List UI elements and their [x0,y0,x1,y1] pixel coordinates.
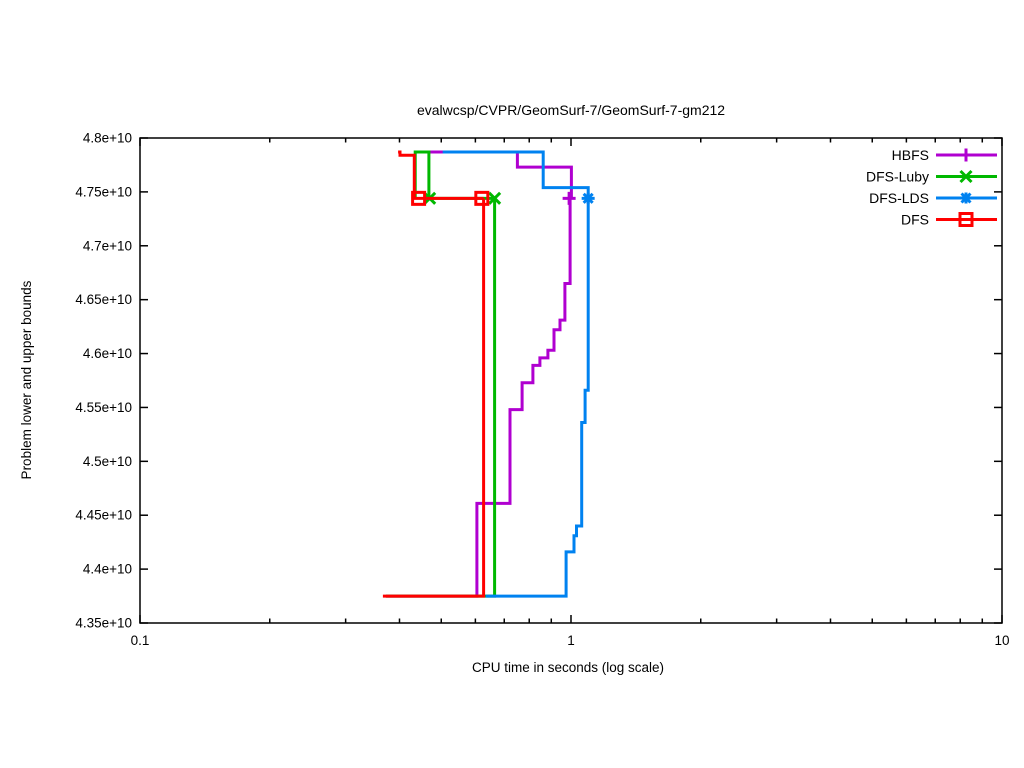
plus-marker [562,191,576,205]
star-marker [959,192,973,204]
chart-title: evalwcsp/CVPR/GeomSurf-7/GeomSurf-7-gm21… [417,102,725,118]
legend-label-DFS-LDS: DFS-LDS [869,190,929,206]
cross-marker [959,169,973,184]
y-tick-label: 4.45e+10 [75,508,132,523]
y-tick-label: 4.35e+10 [75,616,132,631]
square-marker [411,190,427,206]
square-marker [958,212,974,227]
star-marker [581,192,595,204]
legend-entry-DFS: DFS [901,212,997,228]
square-marker [474,190,490,206]
legend-entry-DFS-Luby: DFS-Luby [866,169,997,185]
y-tick-label: 4.75e+10 [75,184,132,199]
series-DFS-LDS [442,150,595,598]
y-tick-label: 4.65e+10 [75,292,132,307]
legend-label-DFS: DFS [901,212,929,228]
legend-label-HBFS: HBFS [892,147,929,163]
y-tick-label: 4.7e+10 [83,238,132,253]
legend-entry-HBFS: HBFS [892,147,997,163]
marker-stroke [411,190,427,206]
y-tick-label: 4.55e+10 [75,400,132,415]
marker-stroke [960,192,972,204]
marker-stroke [582,192,594,204]
marker-stroke [488,191,502,205]
y-tick-label: 4.5e+10 [83,454,132,469]
x-tick-label: 0.1 [131,633,150,648]
x-tick-label: 1 [567,633,575,648]
legend-label-DFS-Luby: DFS-Luby [866,169,929,185]
DFS-LDS-upper-bound [442,150,590,199]
axis-ticks: 4.8e+10 4.75e+10 4.7e+10 4.65e+10 4.6e+10 4.5… [75,131,1009,649]
x-axis-label: CPU time in seconds (log scale) [472,660,664,675]
series-curves [382,150,595,598]
legend: HBFS DFS-Luby DFS-LDS DFS [866,147,997,228]
series-DFS [382,150,490,598]
plot-border [139,137,1003,624]
x-tick-label: 10 [994,633,1009,648]
legend-entry-DFS-LDS: DFS-LDS [869,190,997,206]
marker-stroke [474,190,490,206]
plus-marker [959,148,973,162]
y-tick-label: 4.8e+10 [83,131,132,146]
DFS-lower-bound [382,198,486,598]
y-axis-label: Problem lower and upper bounds [19,280,34,479]
marker-stroke [958,212,974,227]
DFS-LDS-lower-bound [485,198,590,598]
y-tick-label: 4.4e+10 [83,562,132,577]
y-tick-label: 4.6e+10 [83,346,132,361]
cross-marker [488,191,502,205]
HBFS-lower-bound [385,198,572,598]
marker-stroke [959,169,973,184]
